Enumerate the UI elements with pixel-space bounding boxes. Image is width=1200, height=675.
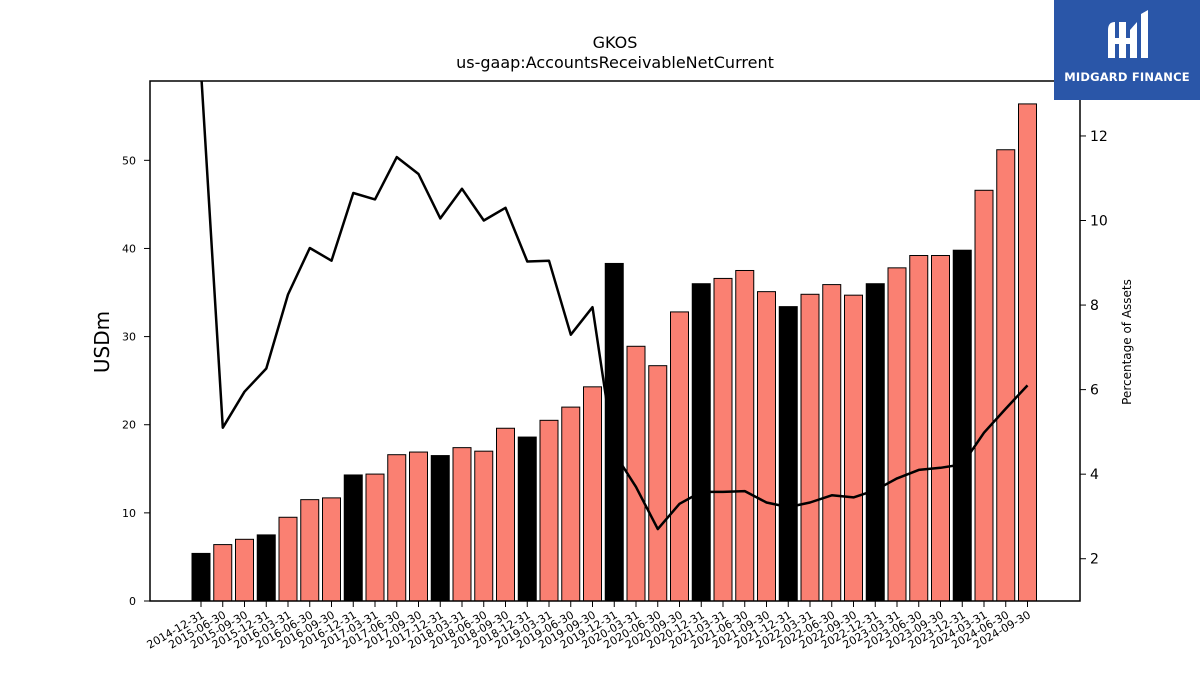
bar-2022-12-31 [865,283,885,602]
bar-2020-09-30 [670,311,689,602]
bar-2019-06-30 [561,406,581,602]
bar-2014-12-31 [191,552,211,602]
percentage-line [200,81,1029,531]
bar-2020-12-31 [691,283,711,602]
midgard-logo-icon [1108,10,1148,58]
bar-2019-09-30 [583,386,602,602]
bar-2021-09-30 [757,291,776,602]
bar-2023-03-31 [887,267,907,602]
bar-2019-03-31 [539,419,559,602]
left-tick-label: 10 [122,507,136,520]
bar-2016-12-31 [343,474,363,602]
left-axis-ticks: 0 10 20 30 40 50 [122,154,150,608]
right-tick-label: 10 [1090,214,1108,230]
bar-2023-09-30 [931,255,950,602]
bar-2017-09-30 [409,451,428,602]
chart-title: GKOS [593,33,638,52]
left-tick-label: 50 [122,154,136,167]
plot-frame [149,80,1081,602]
bar-2018-03-31 [452,447,472,602]
bar-2023-12-31 [952,249,972,602]
bar-2021-06-30 [735,269,755,602]
right-axis-ticks: 2 4 6 8 10 12 [1080,129,1108,568]
bar-2021-12-31 [778,306,798,602]
right-tick-label: 2 [1090,552,1099,568]
right-tick-label: 8 [1090,298,1099,314]
left-tick-label: 30 [122,331,136,344]
brand-name: MIDGARD FINANCE [1064,70,1190,84]
y-axis-right-label: Percentage of Assets [1120,279,1134,405]
bar-2017-03-31 [365,473,385,602]
x-axis-ticks: 2014-12-312015-06-302015-09-302015-12-31… [145,601,1033,652]
bar-2018-12-31 [517,436,537,602]
bar-2024-06-30 [996,149,1016,602]
brand-logo: MIDGARD FINANCE [1054,0,1200,100]
bar-2016-06-30 [300,499,320,602]
bar-2019-12-31 [604,262,624,602]
bar-2023-06-30 [909,255,929,602]
bar-2020-03-31 [626,345,646,602]
left-tick-label: 40 [122,242,136,255]
y-axis-label: USDm [90,311,114,373]
bar-2018-06-30 [474,450,494,602]
bar-2016-09-30 [322,497,341,602]
bar-2016-03-31 [278,516,298,602]
bar-2015-12-31 [256,534,276,602]
bar-2015-09-30 [235,538,254,602]
chart-subtitle: us-gaap:AccountsReceivableNetCurrent [456,53,774,72]
bar-2017-12-31 [430,455,450,602]
bar-2015-06-30 [213,544,233,602]
left-tick-label: 0 [129,595,136,608]
bar-2022-06-30 [822,284,842,602]
bar-2021-03-31 [713,277,733,602]
right-tick-label: 6 [1090,383,1099,399]
bar-2024-09-30 [1018,103,1037,602]
bar-2020-06-30 [648,365,668,602]
right-tick-label: 12 [1090,129,1108,145]
bar-series [191,103,1037,602]
bar-2022-03-31 [800,293,820,602]
right-tick-label: 4 [1090,467,1099,483]
bar-2018-09-30 [496,427,515,602]
left-tick-label: 20 [122,419,136,432]
bar-2024-03-31 [974,189,994,602]
bar-2017-06-30 [387,454,407,602]
bar-2022-09-30 [844,294,863,602]
